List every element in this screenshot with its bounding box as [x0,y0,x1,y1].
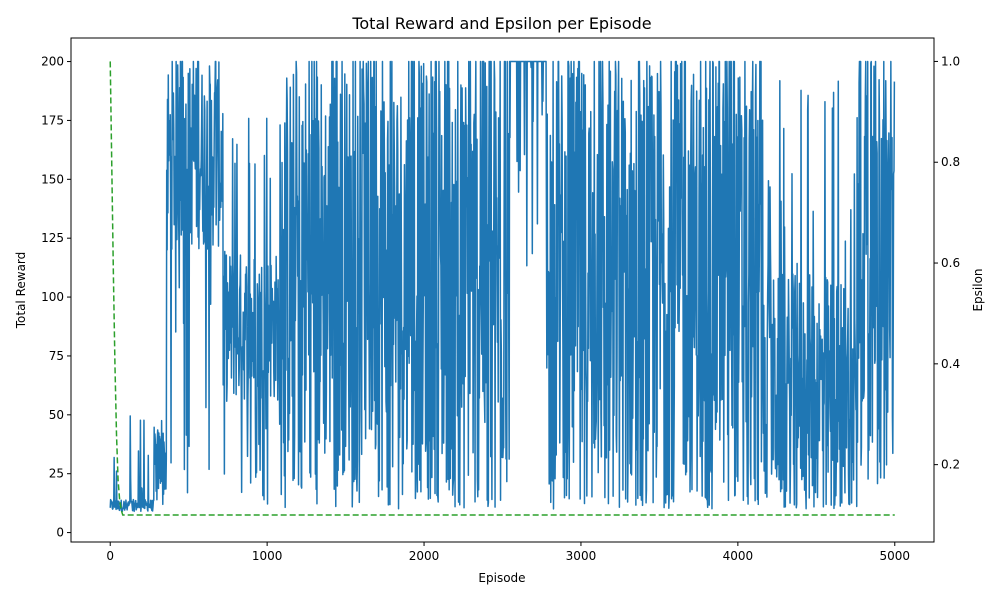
x-tick-label: 4000 [723,549,754,563]
y-left-tick-label: 50 [49,408,64,422]
y-right-tick-label: 0.2 [941,458,960,472]
plot-layer [109,60,896,516]
axes-layer: 0 1000 2000 3000 4000 5000 0 25 50 75 100 125 150 175… [41,37,960,563]
y-right-tick-label: 0.4 [941,357,960,371]
x-tick-label: 2000 [409,549,440,563]
y-left-tick-label: 125 [41,231,64,245]
x-tick-label: 1000 [252,549,283,563]
y-left-tick-label: 100 [41,290,64,304]
y-axis-left-label: Total Reward [14,252,28,330]
y-left-tick-label: 175 [41,113,64,127]
y-left-tick-label: 25 [49,467,64,481]
epsilon-series-line [109,61,895,516]
y-axis-right-label: Epsilon [971,268,985,311]
y-left-tick-label: 200 [41,55,64,69]
y-left-tick-label: 0 [56,526,64,540]
x-tick-label: 0 [106,549,114,563]
reward-series-line [109,60,896,513]
y-left-tick-label: 150 [41,172,64,186]
x-tick-label: 3000 [566,549,597,563]
plot-frame [70,37,935,543]
y-right-tick-label: 1.0 [941,54,960,68]
chart-title: Total Reward and Epsilon per Episode [351,14,651,33]
y-right-tick-label: 0.8 [941,155,960,169]
y-right-tick-label: 0.6 [941,256,960,270]
x-tick-label: 5000 [879,549,910,563]
x-axis-label: Episode [478,571,525,585]
y-left-tick-label: 75 [49,349,64,363]
